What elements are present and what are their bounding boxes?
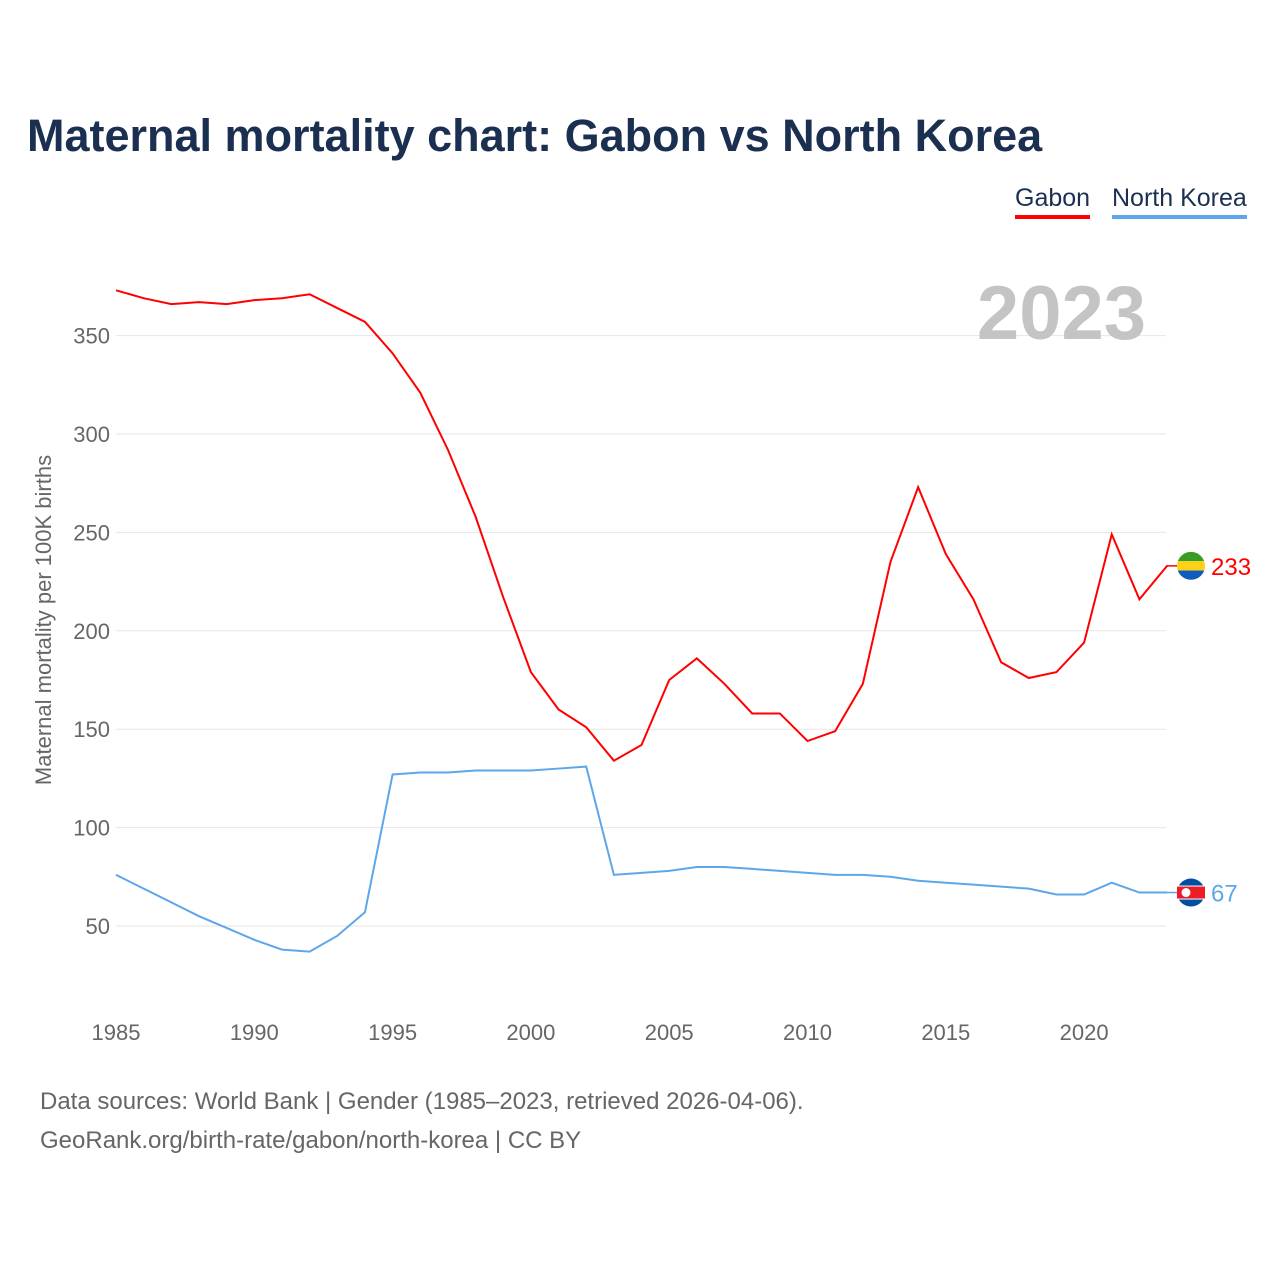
series-line-gabon [115,289,1168,762]
end-value-label: 67 [1211,881,1238,908]
legend-north-korea[interactable]: North Korea [1112,184,1247,219]
x-tick-label: 2005 [645,1020,694,1045]
x-tick-label: 1995 [368,1020,417,1045]
x-tick-label: 1985 [92,1020,141,1045]
north-korea-flag-icon [1177,885,1205,887]
footer-sources: Data sources: World Bank | Gender (1985–… [40,1088,804,1115]
gabon-flag-icon [1177,561,1205,571]
x-tick-label: 2020 [1060,1020,1109,1045]
year-label: 2023 [976,271,1146,356]
north-korea-flag-icon [1181,888,1191,898]
y-axis-label: Maternal mortality per 100K births [31,455,56,785]
gabon-flag-icon [1177,570,1205,580]
footer-link[interactable]: GeoRank.org/birth-rate/gabon/north-korea… [40,1127,582,1154]
x-tick-label: 2010 [783,1020,832,1045]
x-tick-label: 2015 [921,1020,970,1045]
y-tick-label: 100 [73,816,110,841]
y-tick-label: 150 [73,717,110,742]
y-tick-label: 300 [73,422,110,447]
north-korea-flag-icon [1177,886,1205,899]
y-tick-label: 50 [86,914,110,939]
series-line-north-korea [115,765,1168,953]
legend-gabon[interactable]: Gabon [1015,184,1091,219]
end-value-label: 233 [1211,554,1251,581]
y-tick-label: 250 [73,520,110,545]
chart-title: Maternal mortality chart: Gabon vs North… [27,110,1043,161]
x-tick-label: 2000 [506,1020,555,1045]
x-tick-label: 1990 [230,1020,279,1045]
y-tick-label: 350 [73,324,110,349]
north-korea-flag-icon [1177,898,1205,900]
y-tick-label: 200 [73,619,110,644]
gabon-flag-icon [1177,551,1205,562]
